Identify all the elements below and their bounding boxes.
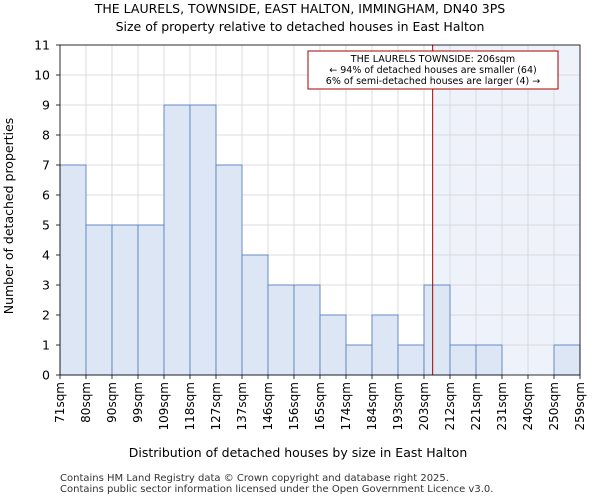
x-tick-label: 109sqm [157,382,171,430]
bar-184sqm [371,314,399,376]
chart-subtitle: Size of property relative to detached ho… [116,19,485,34]
bar-109sqm [163,104,191,376]
bar-137sqm [241,254,269,376]
x-tick-label: 174sqm [339,382,353,430]
x-tick-label: 99sqm [131,382,145,423]
x-tick-label: 184sqm [365,382,379,430]
bar-156sqm [293,284,321,376]
bar-165sqm [319,314,347,376]
y-tick-label: 11 [34,38,50,53]
x-tick-label: 193sqm [391,382,405,430]
bar-250sqm [553,344,581,376]
x-tick-label: 137sqm [235,382,249,430]
y-tick-label: 6 [42,188,50,203]
highlight-region [432,45,580,375]
x-tick-label: 203sqm [417,382,431,430]
x-tick-label: 146sqm [261,382,275,430]
annotation-line-2: ← 94% of detached houses are smaller (64… [329,65,536,76]
y-tick-label: 10 [34,68,50,83]
annotation-line-3: 6% of semi-detached houses are larger (4… [326,76,540,87]
annotation-box [307,50,559,90]
y-tick-label: 8 [42,128,50,143]
bar-80sqm [85,224,113,376]
y-tick-label: 7 [42,158,50,173]
bar-212sqm [449,344,477,376]
x-tick-label: 165sqm [313,382,327,430]
bar-146sqm [267,284,295,376]
x-tick-label: 80sqm [79,382,93,423]
footer-line-2: Contains public sector information licen… [60,484,494,495]
bar-90sqm [111,224,139,376]
annotation-line-1: THE LAURELS TOWNSIDE: 206sqm [350,54,515,65]
y-tick-label: 4 [42,248,50,263]
x-tick-label: 221sqm [469,382,483,430]
x-tick-label: 259sqm [573,382,587,430]
y-axis-label: Number of detached properties [1,118,16,315]
bar-71sqm [59,164,87,376]
x-tick-label: 231sqm [495,382,509,430]
marker-annotation: THE LAURELS TOWNSIDE: 206sqm ← 94% of de… [307,50,559,90]
x-tick-label: 156sqm [287,382,301,430]
x-tick-label: 240sqm [521,382,535,430]
y-tick-label: 0 [42,368,50,383]
x-axis-label: Distribution of detached houses by size … [129,445,468,460]
y-tick-label: 3 [42,278,50,293]
x-tick-label: 250sqm [547,382,561,430]
bar-118sqm [189,104,217,376]
x-tick-label: 118sqm [183,382,197,430]
y-tick-label: 9 [42,98,50,113]
y-tick-label: 5 [42,218,50,233]
x-tick-label: 127sqm [209,382,223,430]
footer-line-1: Contains HM Land Registry data © Crown c… [60,473,449,484]
y-tick-label: 1 [42,338,50,353]
bar-127sqm [215,164,243,376]
x-tick-label: 90sqm [105,382,119,423]
bar-203sqm [423,284,451,376]
y-tick-label: 2 [42,308,50,323]
chart-title: THE LAURELS, TOWNSIDE, EAST HALTON, IMMI… [94,1,506,16]
bar-174sqm [345,344,373,376]
x-tick-label: 71sqm [53,382,67,423]
bar-193sqm [397,344,425,376]
x-tick-label: 212sqm [443,382,457,430]
bar-99sqm [137,224,165,376]
bar-221sqm [475,344,503,376]
